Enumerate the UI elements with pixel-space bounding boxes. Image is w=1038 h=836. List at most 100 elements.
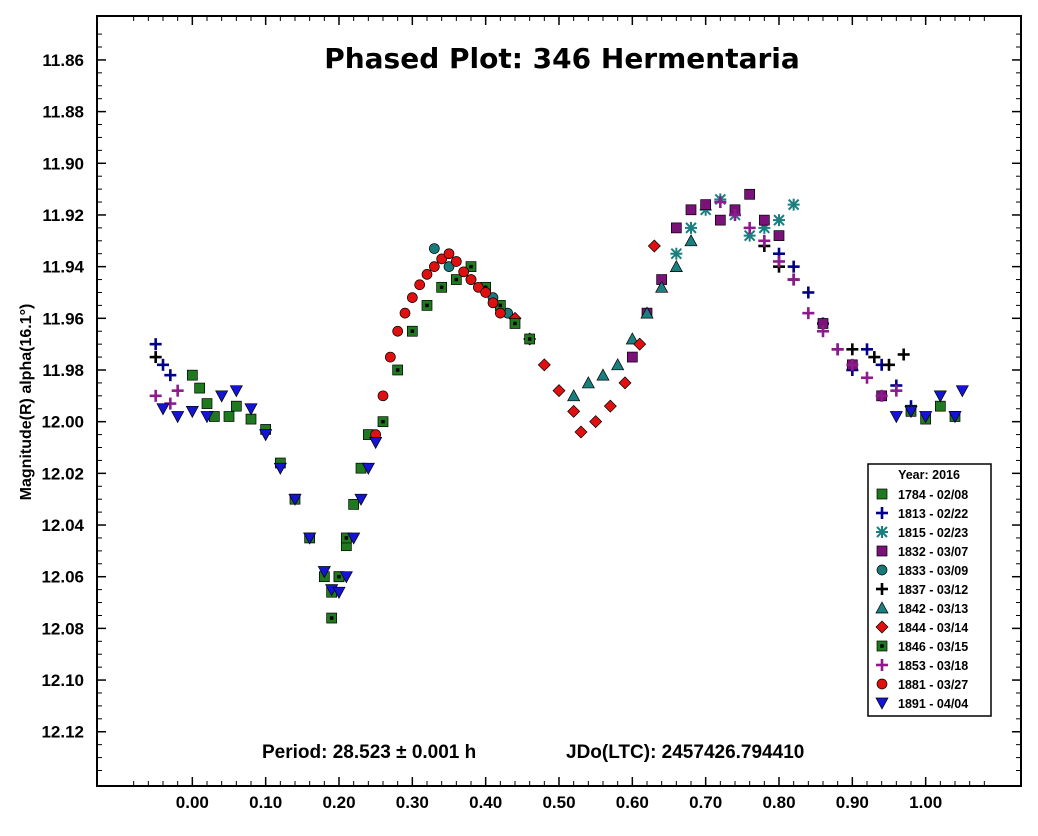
- y-tick-label: 12.08: [41, 619, 84, 638]
- data-point-series-11: [229, 385, 243, 398]
- legend-items: 1784 - 02/08 1813 - 02/22 1815 - 02/23 1832…: [875, 488, 968, 711]
- data-point-series-0: [934, 400, 946, 412]
- legend-marker-10: [876, 678, 888, 690]
- x-tick-label: 0.80: [762, 793, 795, 812]
- legend-label: 1881 - 03/27: [898, 678, 968, 692]
- data-point-series-9: [890, 384, 903, 397]
- legend-marker-3: [876, 545, 888, 557]
- data-point-series-9: [817, 325, 829, 338]
- x-tick-label: 1.00: [909, 793, 942, 812]
- data-point-series-11: [215, 390, 229, 403]
- data-point-series-11: [171, 411, 185, 424]
- data-point-series-10: [384, 351, 396, 363]
- data-point-series-5: [868, 351, 881, 364]
- data-point-series-0: [245, 413, 257, 425]
- data-point-series-3: [626, 351, 638, 363]
- data-point-series-8: [421, 300, 433, 311]
- data-point-series-0: [348, 499, 360, 510]
- data-point-series-6: [625, 332, 639, 345]
- data-point-series-9: [714, 196, 727, 209]
- data-point-series-0: [230, 400, 242, 412]
- data-point-series-10: [428, 261, 440, 272]
- x-tick-label: 0.20: [322, 793, 355, 812]
- axis-ticks: 0.00 0.10 0.20 0.30 0.40 0.50 0.60 0.70 0.80 0.90…: [41, 16, 1021, 812]
- data-point-series-11: [955, 385, 969, 398]
- legend-label: 1844 - 03/14: [898, 621, 968, 635]
- data-point-series-11: [156, 403, 170, 416]
- legend-label: 1891 - 04/04: [898, 697, 968, 711]
- y-tick-label: 12.00: [41, 413, 84, 432]
- data-point-series-10: [406, 292, 418, 303]
- data-point-series-11: [889, 411, 903, 424]
- y-tick-label: 12.02: [41, 464, 84, 483]
- data-point-series-6: [684, 234, 698, 247]
- data-point-series-10: [480, 287, 492, 298]
- data-points: [149, 188, 969, 624]
- data-point-series-11: [244, 403, 258, 416]
- legend: Year: 2016 1784 - 02/08 1813 - 02/22 1815 …: [867, 463, 992, 717]
- data-point-series-9: [149, 389, 162, 402]
- data-point-series-0: [201, 398, 213, 409]
- data-point-series-7: [574, 425, 588, 439]
- legend-label: 1815 - 02/23: [898, 526, 968, 540]
- data-point-series-2: [773, 214, 785, 227]
- data-point-series-1: [787, 260, 800, 273]
- data-point-series-3: [773, 230, 785, 241]
- data-point-series-8: [326, 612, 338, 624]
- x-tick-label: 0.00: [176, 793, 209, 812]
- data-point-series-9: [875, 389, 888, 402]
- data-point-series-1: [861, 343, 873, 356]
- data-point-series-1: [149, 338, 162, 351]
- data-point-series-11: [317, 566, 331, 579]
- legend-label: 1846 - 03/15: [898, 640, 968, 654]
- data-point-series-6: [581, 376, 595, 389]
- data-point-series-7: [567, 404, 581, 418]
- data-point-series-10: [414, 279, 426, 291]
- data-point-series-11: [933, 390, 947, 403]
- legend-marker-0: [876, 488, 888, 500]
- data-point-series-8: [509, 318, 521, 329]
- data-point-series-7: [603, 399, 617, 413]
- legend-marker-7: [875, 620, 889, 634]
- data-point-series-10: [487, 297, 499, 309]
- legend-label: 1784 - 02/08: [898, 488, 968, 502]
- data-point-series-2: [670, 247, 683, 260]
- data-point-series-3: [744, 188, 756, 200]
- y-tick-label: 11.92: [42, 206, 84, 225]
- legend-label: 1833 - 03/09: [898, 564, 968, 578]
- data-point-series-11: [339, 571, 353, 584]
- data-point-series-11: [200, 411, 214, 424]
- x-tick-label: 0.10: [249, 793, 282, 812]
- legend-marker-2: [876, 526, 888, 538]
- data-point-series-0: [194, 382, 206, 394]
- legend-marker-6: [875, 601, 889, 614]
- data-point-series-0: [223, 411, 235, 422]
- legend-label: 1853 - 03/18: [898, 659, 968, 673]
- data-point-series-10: [443, 248, 455, 260]
- data-point-series-9: [743, 221, 756, 234]
- data-point-series-1: [157, 358, 169, 371]
- x-tick-label: 0.60: [616, 793, 649, 812]
- data-point-series-10: [392, 325, 404, 337]
- chart-title: Phased Plot: 346 Hermentaria: [324, 42, 800, 75]
- data-point-series-10: [450, 256, 462, 267]
- data-point-series-6: [567, 389, 581, 402]
- data-point-series-1: [164, 369, 177, 382]
- data-point-series-7: [618, 376, 632, 390]
- data-point-series-11: [948, 411, 962, 424]
- data-point-series-11: [259, 429, 273, 442]
- y-tick-label: 11.96: [42, 309, 84, 328]
- legend-label: 1842 - 03/13: [898, 602, 968, 616]
- data-point-series-6: [640, 306, 654, 319]
- data-point-series-8: [524, 333, 536, 345]
- data-point-series-11: [288, 493, 302, 506]
- data-point-series-9: [846, 358, 859, 371]
- data-point-series-11: [332, 586, 346, 599]
- data-point-series-0: [186, 369, 198, 381]
- y-axis-label: Magnitude(R) alpha(16.1°): [18, 304, 35, 501]
- x-tick-label: 0.40: [469, 793, 502, 812]
- data-point-series-11: [185, 405, 199, 419]
- y-tick-label: 11.86: [42, 51, 84, 70]
- data-point-series-10: [494, 307, 506, 319]
- data-point-series-9: [171, 384, 184, 397]
